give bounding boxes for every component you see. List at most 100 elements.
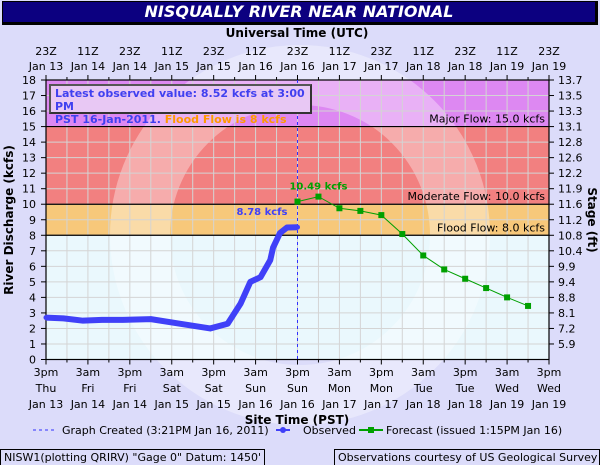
y-tick-label: 9 — [29, 214, 36, 227]
chart-title: NISQUALLY RIVER NEAR NATIONAL — [2, 1, 598, 25]
legend-observed-marker — [280, 427, 286, 433]
bottom-tick-label-time: 3am — [327, 366, 351, 379]
bottom-tick-label-date: Jan 16 — [237, 398, 272, 411]
bottom-tick-label-time: 3am — [243, 366, 267, 379]
threshold-label: Major Flow: 15.0 kcfs — [429, 113, 545, 126]
bottom-tick-label-date: Jan 18 — [447, 398, 482, 411]
bottom-tick-label-date: Jan 14 — [112, 398, 147, 411]
y-tick-label: 11 — [22, 183, 36, 196]
top-tick-label-time: 23Z — [287, 45, 309, 58]
bottom-tick-label-time: 3am — [411, 366, 435, 379]
observed-point — [247, 279, 253, 285]
y-axis-title: River Discharge (kcfs) — [2, 145, 16, 295]
bottom-tick-label-date: Jan 16 — [279, 398, 314, 411]
legend-observed: Observed — [303, 424, 356, 437]
observed-point — [270, 245, 276, 251]
bottom-tick-label-date: Jan 14 — [70, 398, 105, 411]
top-tick-label-date: Jan 16 — [279, 60, 314, 73]
y-tick-label: 2 — [29, 322, 36, 335]
right-tick-label: 7.2 — [558, 322, 576, 335]
right-tick-label: 11.6 — [558, 198, 583, 211]
legend-forecast-marker — [368, 427, 374, 433]
latest-observed-text: Latest observed value: 8.52 kcfs at 3:00… — [55, 87, 305, 113]
bottom-tick-label-time: 3am — [76, 366, 100, 379]
forecast-point — [420, 252, 427, 259]
right-tick-label: 10.8 — [558, 229, 583, 242]
y-tick-label: 18 — [22, 74, 36, 87]
forecast-line — [297, 196, 529, 307]
observed-point — [80, 318, 86, 324]
top-tick-label-date: Jan 18 — [405, 60, 440, 73]
right-tick-label: 9.4 — [558, 276, 576, 289]
top-axis-title: Universal Time (UTC) — [226, 26, 369, 40]
x-axis-title: Site Time (PST) — [245, 413, 350, 427]
top-tick-label-time: 11Z — [77, 45, 99, 58]
y-tick-label: 15 — [22, 121, 36, 134]
top-tick-label-time: 11Z — [329, 45, 351, 58]
forecast-point — [441, 266, 448, 273]
observed-point — [238, 301, 244, 307]
bottom-tick-label-day: Mon — [328, 382, 351, 395]
right-tick-label: 13.5 — [558, 90, 583, 103]
right-tick-label: 9.9 — [558, 260, 576, 273]
right-tick-label: 10.4 — [558, 245, 583, 258]
forecast-point — [378, 212, 385, 219]
bottom-tick-label-date: Jan 19 — [531, 398, 566, 411]
bottom-tick-label-time: 3pm — [34, 366, 59, 379]
bottom-tick-label-day: Wed — [495, 382, 519, 395]
bottom-tick-label-day: Fri — [81, 382, 94, 395]
bottom-tick-label-day: Tue — [455, 382, 475, 395]
top-tick-label-date: Jan 14 — [70, 60, 105, 73]
right-tick-label: 11.2 — [558, 214, 583, 227]
top-tick-label-time: 11Z — [161, 45, 183, 58]
top-tick-label-date: Jan 18 — [447, 60, 482, 73]
bottom-tick-label-time: 3pm — [117, 366, 142, 379]
y-tick-label: 6 — [29, 260, 36, 273]
right-tick-label: 13.7 — [558, 74, 583, 87]
bottom-tick-label-day: Sat — [163, 382, 182, 395]
y-tick-label: 14 — [22, 136, 36, 149]
top-tick-label-date: Jan 19 — [531, 60, 566, 73]
bottom-tick-label-day: Sat — [205, 382, 224, 395]
bottom-tick-label-date: Jan 13 — [28, 398, 63, 411]
right-tick-label: 13.1 — [558, 121, 583, 134]
bottom-tick-label-day: Sun — [245, 382, 266, 395]
top-tick-label-time: 23Z — [538, 45, 560, 58]
threshold-label: Flood Flow: 8.0 kcfs — [437, 221, 545, 234]
y-tick-label: 8 — [29, 229, 36, 242]
bottom-tick-label-time: 3pm — [201, 366, 226, 379]
y-tick-label: 1 — [29, 338, 36, 351]
right-tick-label: 8.1 — [558, 307, 576, 320]
y-tick-label: 7 — [29, 245, 36, 258]
bottom-tick-label-day: Sun — [287, 382, 308, 395]
right-tick-label: 11.9 — [558, 183, 583, 196]
right-tick-label: 8.8 — [558, 291, 576, 304]
bottom-tick-label-time: 3pm — [453, 366, 478, 379]
latest-observed-date: PST 16-Jan-2011. — [55, 113, 161, 126]
observed-point — [99, 317, 105, 323]
top-tick-label-date: Jan 19 — [489, 60, 524, 73]
y-tick-label: 4 — [29, 291, 36, 304]
observed-point — [295, 224, 300, 230]
bottom-tick-label-date: Jan 19 — [489, 398, 524, 411]
top-tick-label-time: 23Z — [454, 45, 476, 58]
bottom-tick-label-time: 3pm — [537, 366, 562, 379]
observed-point — [177, 321, 183, 327]
forecast-point — [504, 294, 511, 301]
bottom-tick-label-time: 3am — [160, 366, 184, 379]
threshold-label: Moderate Flow: 10.0 kcfs — [407, 190, 545, 203]
legend-graph-created: Graph Created (3:21PM Jan 16, 2011) — [62, 424, 269, 437]
observed-point — [277, 230, 283, 236]
y-tick-label: 17 — [22, 90, 36, 103]
top-tick-label-date: Jan 14 — [112, 60, 147, 73]
right-tick-label: 12.2 — [558, 167, 583, 180]
legend-forecast: Forecast (issued 1:15PM Jan 16) — [386, 424, 562, 437]
observed-point — [120, 317, 126, 323]
y-axis-right-title: Stage (ft) — [585, 187, 599, 252]
bottom-tick-label-date: Jan 15 — [195, 398, 230, 411]
forecast-point — [399, 231, 406, 238]
bottom-tick-label-time: 3pm — [285, 366, 310, 379]
footer-gage-info: NISW1(plotting QRIRV) "Gage 0" Datum: 14… — [0, 449, 265, 465]
